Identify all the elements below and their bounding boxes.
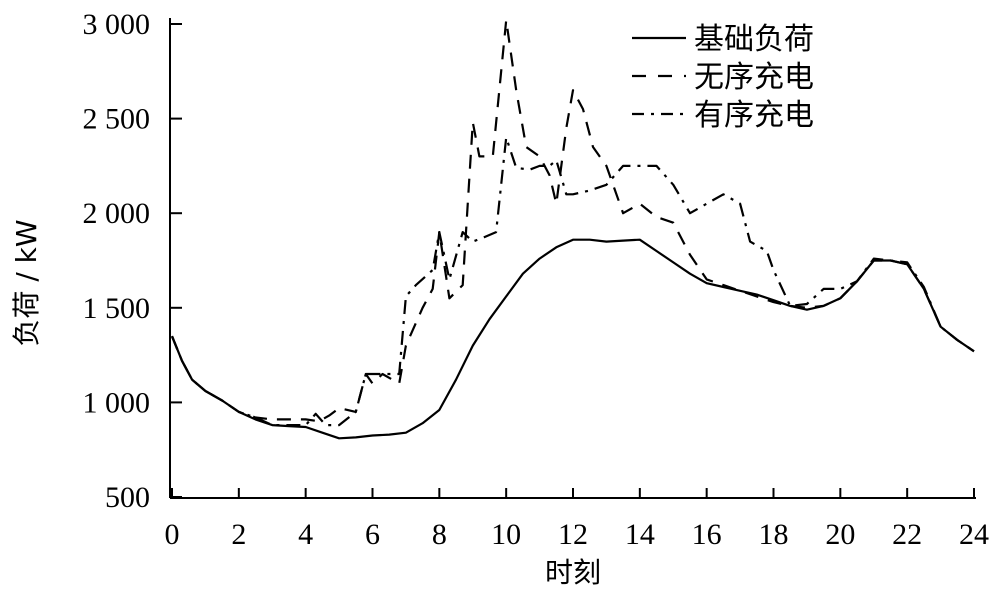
x-tick-label: 2: [231, 518, 246, 551]
y-tick-label: 1 500: [83, 292, 151, 325]
x-tick-label: 6: [365, 518, 380, 551]
series-group: [170, 19, 975, 440]
x-axis-title: 时刻: [545, 556, 601, 589]
x-tick-label: 12: [558, 518, 588, 551]
x-tick-label: 22: [892, 518, 922, 551]
y-ticks: 500 1 000 1 500 2 000 2 500 3 000: [83, 8, 182, 514]
x-tick-label: 18: [759, 518, 789, 551]
y-axis-title: 负荷 / kW: [10, 219, 43, 346]
x-tick-label: 20: [825, 518, 855, 551]
y-tick-label: 3 000: [83, 8, 151, 41]
x-ticks: 0 2 4 6 8 10 12 14 16 18 20 22 24: [165, 488, 989, 551]
x-tick-label: 24: [959, 518, 989, 551]
series-line-3: [170, 136, 975, 427]
y-tick-label: 2 500: [83, 103, 151, 136]
legend-label-2: 无序充电: [694, 60, 814, 95]
x-tick-label: 0: [165, 518, 180, 551]
series-line-2: [170, 19, 975, 423]
y-tick-label: 2 000: [83, 197, 151, 230]
legend-label-1: 基础负荷: [694, 22, 814, 57]
x-tick-label: 4: [298, 518, 313, 551]
x-tick-label: 8: [432, 518, 447, 551]
x-tick-label: 14: [625, 518, 655, 551]
x-tick-label: 16: [692, 518, 722, 551]
series-line-1: [170, 238, 975, 440]
x-tick-label: 10: [491, 518, 521, 551]
y-tick-label: 1 000: [83, 386, 151, 419]
legend-label-3: 有序充电: [694, 98, 814, 133]
y-tick-label: 500: [105, 481, 150, 514]
